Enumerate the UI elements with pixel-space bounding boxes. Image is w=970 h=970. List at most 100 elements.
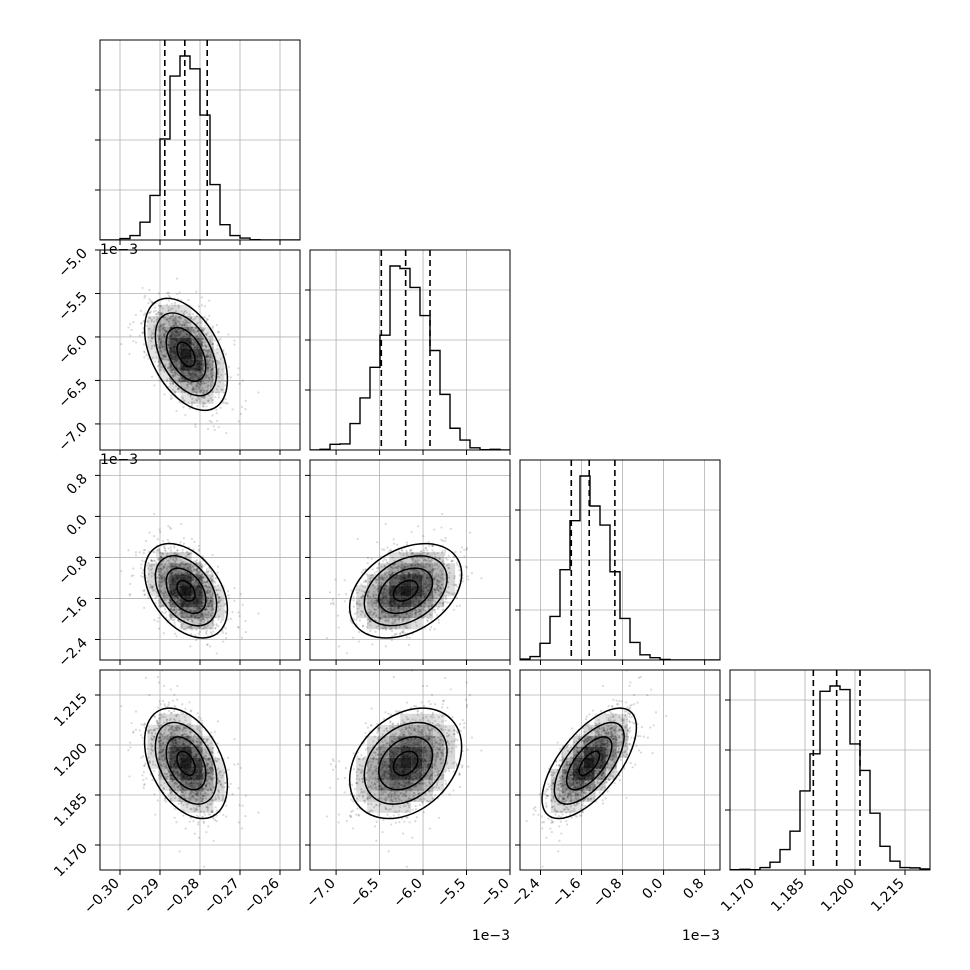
sample-point [198,383,202,386]
sample-point [173,608,176,611]
sample-point [183,617,186,620]
sample-point [177,599,181,602]
sample-point [172,558,175,561]
sample-point [180,610,183,613]
sample-point [166,292,169,295]
sample-point [208,377,211,380]
sample-point [178,563,182,566]
sample-point [190,404,194,407]
sample-point [156,548,159,552]
sample-point [178,564,181,568]
sample-point [184,324,187,327]
sample-point [170,396,174,400]
sample-point [157,627,161,630]
panel-2-0: −2.4−1.6−0.80.00.8 [55,459,301,670]
sample-point [455,604,458,608]
sample-point [193,615,196,618]
sample-point [166,343,169,347]
sample-point [213,581,217,584]
sample-point [163,570,167,573]
sample-point [171,371,175,374]
sample-point [438,587,441,590]
sample-point [175,595,178,599]
sample-point [211,368,214,371]
sample-point [187,625,191,628]
sample-point [202,363,206,366]
sample-point [208,591,211,594]
sample-point [164,591,168,595]
sample-point [174,371,177,374]
sample-point [206,349,210,352]
sample-point [205,605,208,609]
sample-point [158,330,161,333]
sample-point [202,618,206,621]
sample-point [163,335,166,339]
sample-point [159,605,162,608]
sample-point [199,561,202,564]
sample-point [206,354,209,357]
sample-point [148,327,151,330]
sample-point [202,396,205,399]
sample-point [165,596,168,599]
sample-point [197,305,200,308]
sample-point [163,332,167,335]
sample-point [209,599,212,602]
sample-point [152,310,156,313]
sample-point [207,616,210,619]
sample-point [226,402,229,405]
density-cell [158,563,170,575]
sample-point [207,582,211,585]
sample-point [204,349,207,352]
sample-point [207,569,210,572]
sample-point [199,389,203,392]
sample-point [178,611,182,615]
sample-point [207,351,210,354]
sample-point [182,622,185,625]
sample-point [209,353,212,357]
sample-point [169,548,172,551]
sample-point [151,586,154,589]
sample-point [205,581,208,584]
sample-point [157,337,161,340]
sample-point [219,337,222,340]
sample-point [237,367,240,370]
sample-point [169,607,172,610]
sample-point [212,607,215,610]
sample-point [210,604,213,608]
density-cell [202,326,214,338]
sample-point [389,608,393,611]
sample-point [352,596,355,599]
sample-point [150,318,153,321]
sample-point [205,355,208,358]
sample-point [185,555,188,558]
sample-point [209,382,212,385]
sample-point [165,380,169,383]
sample-point [157,359,160,362]
sample-point [169,600,172,603]
sample-point [373,571,376,574]
sample-point [198,606,201,610]
sample-point [203,364,206,367]
sample-point [172,314,175,317]
sample-point [175,322,178,325]
sample-point [167,309,170,312]
sample-point [201,573,204,576]
sample-point [190,618,194,621]
sample-point [202,392,205,395]
sample-point [192,318,195,321]
sample-point [175,557,178,560]
sample-point [152,559,155,562]
sample-point [192,387,195,390]
sample-point [418,613,421,616]
sample-point [167,320,170,323]
sample-point [194,573,198,576]
sample-point [209,589,212,592]
sample-point [206,366,209,370]
sample-point [192,568,195,571]
sample-point [194,326,197,330]
sample-point [173,632,177,635]
sample-point [160,571,163,574]
sample-point [392,538,395,541]
sample-point [158,585,161,588]
y-tick-label: −5.0 [55,246,90,281]
